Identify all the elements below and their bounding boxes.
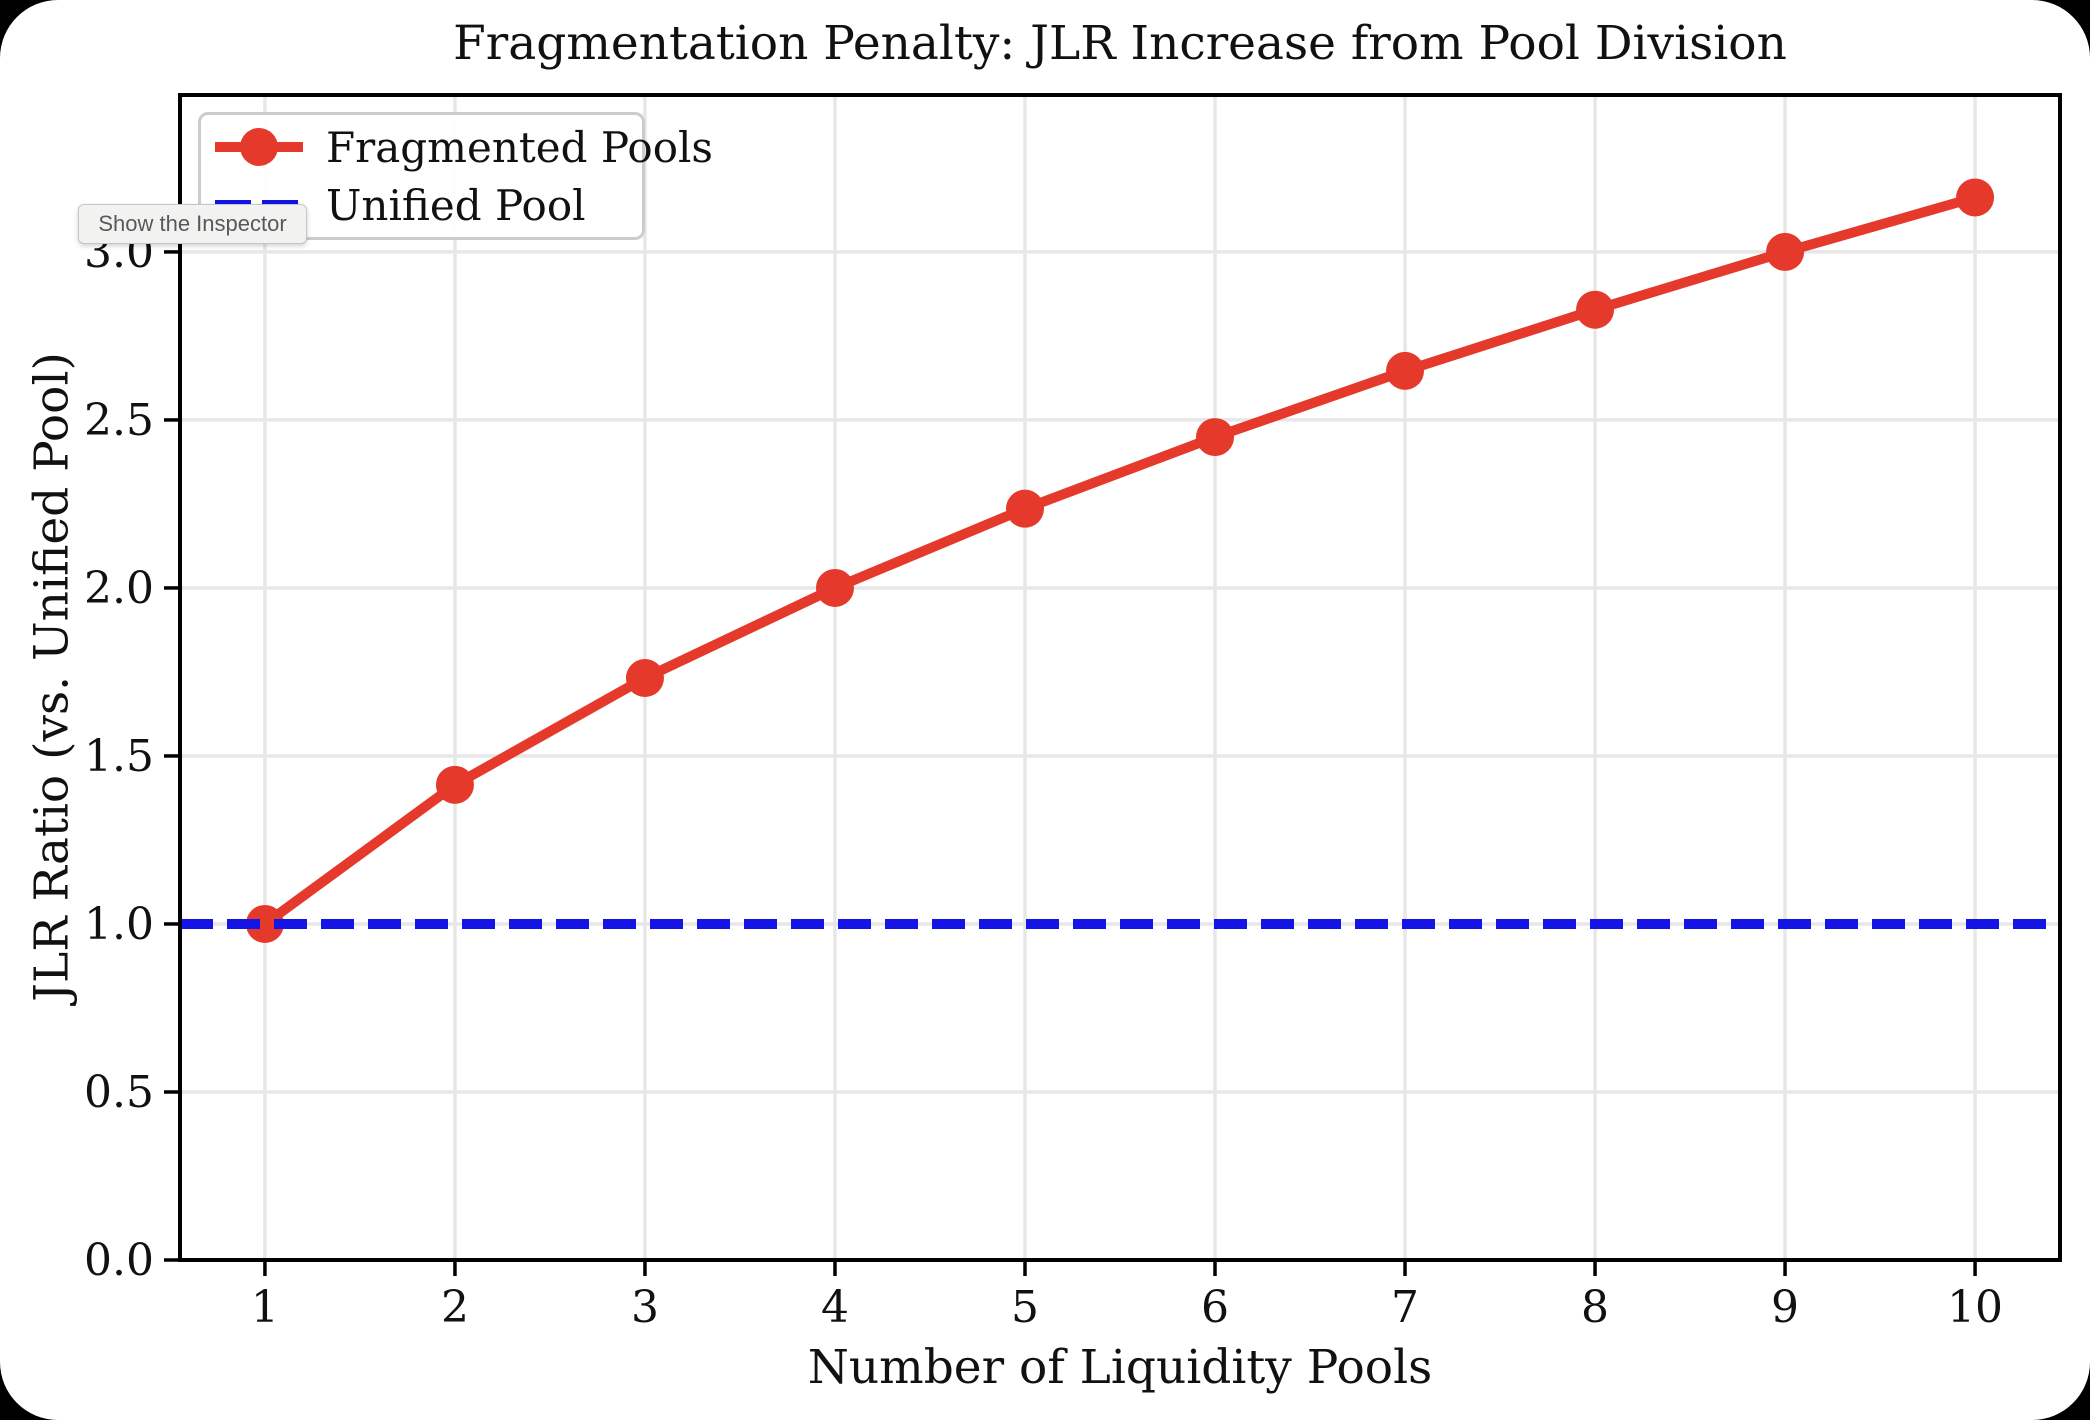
data-point-marker — [1956, 178, 1995, 217]
data-point-marker — [1386, 351, 1425, 390]
y-axis-label: JLR Ratio (vs. Unified Pool) — [24, 352, 80, 1002]
tooltip-text: Show the Inspector — [98, 211, 287, 236]
data-point-marker — [815, 568, 854, 607]
plot-frame — [178, 93, 2062, 1262]
data-point-marker — [1576, 290, 1615, 329]
legend-label-fragmented-pools: Fragmented Pools — [326, 122, 713, 172]
x-tick-label: 1 — [251, 1282, 279, 1333]
y-tick-label: 1.5 — [84, 731, 154, 782]
data-point-marker — [625, 659, 664, 698]
fragmented-pools-line — [261, 192, 1977, 929]
x-tick-label: 2 — [441, 1282, 469, 1333]
data-point-marker — [1766, 232, 1805, 271]
x-tick-label: 3 — [631, 1282, 659, 1333]
y-tick-label: 0.0 — [84, 1235, 154, 1286]
data-point-marker — [1196, 418, 1235, 457]
chart-title: Fragmentation Penalty: JLR Increase from… — [453, 16, 1787, 71]
red-line-marker-sample-icon — [215, 128, 303, 166]
red-dot-icon — [240, 128, 278, 166]
data-point-marker — [435, 765, 474, 804]
y-tick-label: 1.0 — [84, 899, 154, 950]
x-tick-label: 9 — [1771, 1282, 1799, 1333]
x-tick-label: 4 — [821, 1282, 849, 1333]
legend: Fragmented Pools Unified Pool — [198, 112, 713, 240]
x-tick-label: 5 — [1011, 1282, 1039, 1333]
y-tick-label: 2.5 — [84, 395, 154, 446]
x-tick-label: 8 — [1581, 1282, 1609, 1333]
legend-label-unified-pool: Unified Pool — [326, 180, 586, 230]
y-tick-label: 2.0 — [84, 563, 154, 614]
data-point-marker — [245, 904, 284, 943]
x-axis-label: Number of Liquidity Pools — [807, 1340, 1433, 1395]
x-tick-label: 10 — [1947, 1282, 2003, 1333]
tooltip: Show the Inspector — [78, 204, 307, 244]
x-tick-label: 7 — [1391, 1282, 1419, 1333]
legend-item-fragmented-pools: Fragmented Pools — [215, 119, 713, 175]
data-point-marker — [1005, 489, 1044, 528]
x-tick-label: 6 — [1201, 1282, 1229, 1333]
y-tick-label: 0.5 — [84, 1067, 154, 1118]
